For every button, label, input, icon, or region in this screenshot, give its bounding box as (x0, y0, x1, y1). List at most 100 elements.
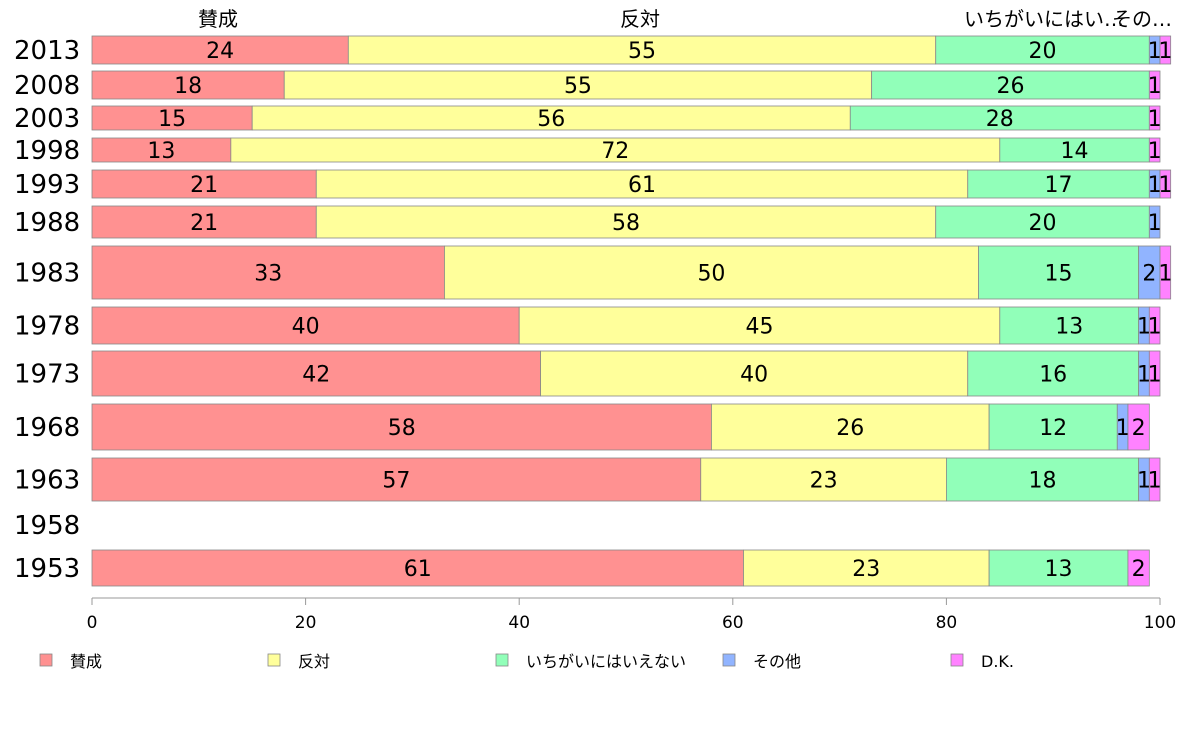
year-label: 1998 (14, 136, 80, 166)
legend-label: 反対 (298, 652, 330, 671)
bar-value-label: 21 (190, 211, 218, 236)
bar-segment (283, 70, 873, 100)
bar-segment (91, 137, 232, 163)
bar-value-label: 1 (1137, 315, 1151, 340)
bar-value-label: 58 (612, 211, 640, 236)
bar-segment (1148, 105, 1161, 131)
bar-value-label: 1 (1116, 416, 1130, 441)
bar-value-label: 18 (1029, 469, 1057, 494)
x-tick-label: 60 (722, 613, 744, 633)
bar-segment (444, 245, 979, 300)
bar-value-label: 50 (697, 262, 725, 287)
bar-segment (1148, 350, 1161, 397)
bar-value-label: 1 (1158, 262, 1172, 287)
bar-value-label: 20 (1029, 39, 1057, 64)
bar-segment (700, 457, 947, 502)
bar-segment (1148, 70, 1161, 100)
bar-value-label: 1 (1148, 469, 1162, 494)
bar-value-label: 15 (1045, 262, 1073, 287)
bar-segment (1127, 549, 1150, 587)
bar-value-label: 16 (1039, 363, 1067, 388)
x-tick-label: 80 (936, 613, 958, 633)
bar-segment (1159, 169, 1172, 199)
bar-value-label: 21 (190, 173, 218, 198)
bar-value-label: 26 (996, 74, 1024, 99)
legend-label: D.K. (981, 652, 1014, 671)
bar-value-label: 13 (1045, 557, 1073, 582)
bar-value-label: 2 (1132, 416, 1146, 441)
year-label: 1953 (14, 554, 80, 584)
year-label: 2008 (14, 71, 80, 101)
bar-value-label: 1 (1148, 39, 1162, 64)
bar-segment (1148, 457, 1161, 502)
legend: 賛成 反対 いちがいにはいえない その他 D.K. (39, 652, 1014, 671)
bar-segment (315, 205, 937, 239)
bar-segment (230, 137, 1001, 163)
bar-value-label: 28 (986, 107, 1014, 132)
column-header-label: 賛成 (198, 7, 238, 31)
bar-segment (1148, 205, 1161, 239)
bar-value-label: 13 (147, 139, 175, 164)
bar-value-label: 61 (628, 173, 656, 198)
bar-value-label: 57 (382, 469, 410, 494)
bar-value-label: 20 (1029, 211, 1057, 236)
legend-swatch (495, 653, 509, 667)
bar-value-label: 1 (1148, 74, 1162, 99)
legend-swatch (950, 653, 964, 667)
bar-segment (91, 306, 520, 345)
bar-segment (518, 306, 1001, 345)
bar-value-label: 1 (1148, 315, 1162, 340)
bar-segment (91, 35, 349, 65)
bar-segment (967, 169, 1150, 199)
bar-segment (91, 245, 445, 300)
bar-value-label: 1 (1148, 211, 1162, 236)
x-tick-label: 40 (508, 613, 530, 633)
x-axis: 0 20 40 60 80 100 (87, 597, 1176, 633)
bar-segment (743, 549, 990, 587)
column-header-label: いちがいにはい… (964, 7, 1124, 31)
bar-value-label: 17 (1045, 173, 1073, 198)
bar-segment (946, 457, 1140, 502)
bar-segment (251, 105, 851, 131)
bar-value-label: 45 (746, 315, 774, 340)
year-label: 1973 (14, 360, 80, 390)
bar-segment (91, 105, 253, 131)
bar-segment (1148, 306, 1161, 345)
bar-value-label: 26 (836, 416, 864, 441)
bar-value-label: 14 (1061, 139, 1089, 164)
bar-segment (347, 35, 937, 65)
legend-swatch (722, 653, 736, 667)
legend-label: その他 (753, 652, 801, 671)
bar-segment (871, 70, 1150, 100)
year-label: 1983 (14, 259, 80, 289)
bar-segment (91, 169, 317, 199)
bar-value-label: 13 (1055, 315, 1083, 340)
column-headers: 賛成 反対 いちがいにはい…その… (198, 7, 1172, 31)
bar-segment (1159, 245, 1172, 300)
bar-value-label: 40 (292, 315, 320, 340)
year-label: 1963 (14, 466, 80, 496)
year-label: 2013 (14, 36, 80, 66)
column-header-label: その… (1112, 7, 1172, 31)
bar-value-label: 2 (1142, 262, 1156, 287)
x-tick-label: 100 (1144, 613, 1176, 633)
bar-segment (1148, 137, 1161, 163)
bar-segment (999, 137, 1150, 163)
bar-value-label: 61 (404, 557, 432, 582)
bar-segment (999, 306, 1140, 345)
bar-segment (988, 403, 1118, 451)
bar-value-label: 23 (852, 557, 880, 582)
legend-swatch (267, 653, 281, 667)
bar-segment (1159, 35, 1172, 65)
bar-value-label: 1 (1148, 173, 1162, 198)
bar-value-label: 1 (1137, 363, 1151, 388)
bar-segment (967, 350, 1140, 397)
bar-value-label: 40 (740, 363, 768, 388)
bar-segment (1127, 403, 1150, 451)
bar-segment (540, 350, 969, 397)
bar-segment (935, 35, 1150, 65)
bar-value-label: 23 (810, 469, 838, 494)
bar-segment (91, 403, 712, 451)
